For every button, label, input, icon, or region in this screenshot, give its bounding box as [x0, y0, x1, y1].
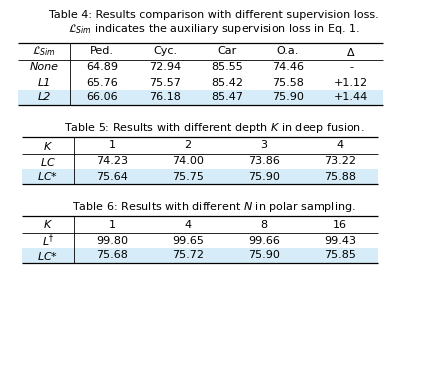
Text: 74.00: 74.00 — [172, 156, 204, 167]
Text: 99.65: 99.65 — [172, 235, 204, 246]
Text: 16: 16 — [333, 219, 347, 230]
Text: 75.85: 75.85 — [324, 251, 356, 260]
Text: 75.64: 75.64 — [96, 172, 128, 181]
Text: $LC$*: $LC$* — [37, 170, 59, 183]
Text: 73.22: 73.22 — [324, 156, 356, 167]
Text: 85.55: 85.55 — [211, 63, 243, 72]
Text: Table 4: Results comparison with different supervision loss.: Table 4: Results comparison with differe… — [49, 10, 379, 20]
Text: Table 6: Results with different $N$ in polar sampling.: Table 6: Results with different $N$ in p… — [72, 200, 356, 214]
Text: Car: Car — [217, 47, 237, 57]
Text: $LC$*: $LC$* — [37, 249, 59, 262]
Text: 75.58: 75.58 — [272, 77, 304, 88]
Text: L2: L2 — [37, 93, 51, 102]
Text: 72.94: 72.94 — [149, 63, 181, 72]
Text: 3: 3 — [261, 140, 268, 151]
Text: 74.46: 74.46 — [272, 63, 304, 72]
Text: 75.72: 75.72 — [172, 251, 204, 260]
Text: Ped.: Ped. — [90, 47, 114, 57]
Text: 8: 8 — [260, 219, 268, 230]
Bar — [22, 248, 378, 263]
Text: None: None — [30, 63, 59, 72]
Text: 75.88: 75.88 — [324, 172, 356, 181]
Text: Cyc.: Cyc. — [153, 47, 178, 57]
Text: 1: 1 — [109, 140, 116, 151]
Bar — [18, 90, 383, 105]
Text: +1.44: +1.44 — [334, 93, 368, 102]
Text: +1.12: +1.12 — [334, 77, 368, 88]
Text: 66.06: 66.06 — [86, 93, 118, 102]
Text: 76.18: 76.18 — [149, 93, 181, 102]
Text: O.a.: O.a. — [277, 47, 299, 57]
Text: 65.76: 65.76 — [86, 77, 118, 88]
Text: 99.66: 99.66 — [248, 235, 280, 246]
Text: 99.43: 99.43 — [324, 235, 356, 246]
Text: 75.68: 75.68 — [96, 251, 128, 260]
Text: $\Delta$: $\Delta$ — [346, 45, 356, 57]
Text: 1: 1 — [109, 219, 116, 230]
Text: 74.23: 74.23 — [96, 156, 128, 167]
Text: $\mathcal{L}_{Sim}$: $\mathcal{L}_{Sim}$ — [32, 45, 56, 58]
Text: $K$: $K$ — [43, 140, 53, 151]
Text: 75.90: 75.90 — [272, 93, 304, 102]
Bar — [22, 169, 378, 184]
Text: 4: 4 — [336, 140, 344, 151]
Text: 2: 2 — [184, 140, 192, 151]
Text: 4: 4 — [184, 219, 192, 230]
Text: 75.57: 75.57 — [149, 77, 181, 88]
Text: $L^{\dagger}$: $L^{\dagger}$ — [42, 232, 54, 249]
Text: L1: L1 — [37, 77, 51, 88]
Text: 75.90: 75.90 — [248, 172, 280, 181]
Text: 75.90: 75.90 — [248, 251, 280, 260]
Text: -: - — [349, 63, 353, 72]
Text: 85.42: 85.42 — [211, 77, 243, 88]
Text: 64.89: 64.89 — [86, 63, 118, 72]
Text: $K$: $K$ — [43, 219, 53, 231]
Text: $LC$: $LC$ — [40, 156, 56, 167]
Text: $\mathcal{L}_{Sim}$ indicates the auxiliary supervision loss in Eq. 1.: $\mathcal{L}_{Sim}$ indicates the auxili… — [68, 22, 360, 36]
Text: 99.80: 99.80 — [96, 235, 128, 246]
Text: 75.75: 75.75 — [172, 172, 204, 181]
Text: Table 5: Results with different depth $K$ in deep fusion.: Table 5: Results with different depth $K… — [64, 121, 364, 135]
Text: 73.86: 73.86 — [248, 156, 280, 167]
Text: 85.47: 85.47 — [211, 93, 243, 102]
